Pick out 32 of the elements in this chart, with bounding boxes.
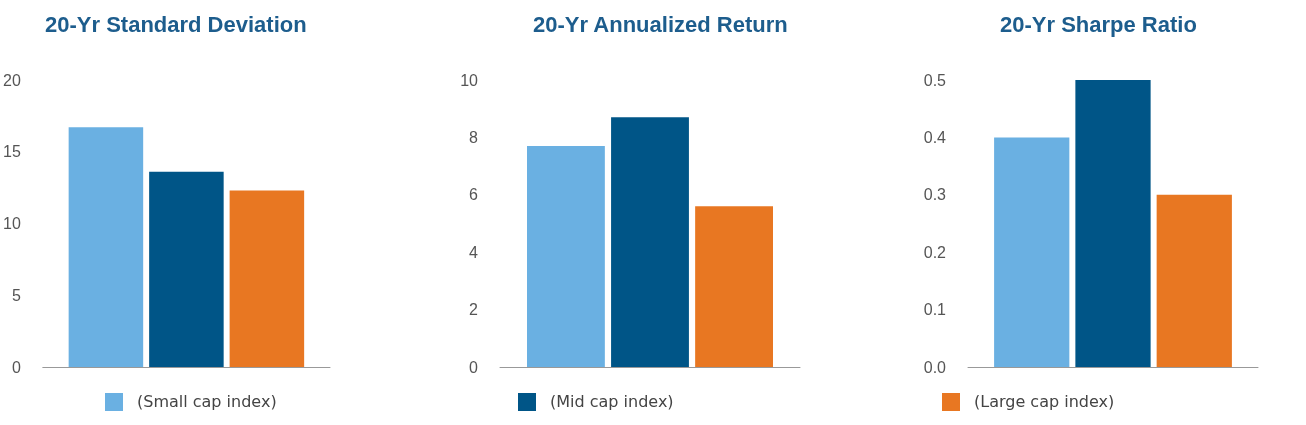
legend-label: (Small cap index) xyxy=(137,392,277,411)
bar xyxy=(994,137,1070,367)
bar xyxy=(611,117,689,367)
bar xyxy=(149,171,224,367)
y-tick-label: 2 xyxy=(469,301,479,319)
y-tick-label: 20 xyxy=(3,71,21,89)
y-tick-label: 0.0 xyxy=(923,358,947,376)
bar xyxy=(1075,80,1151,367)
chart-title: 20-Yr Standard Deviation xyxy=(45,11,307,37)
bar xyxy=(68,127,144,367)
bar xyxy=(229,190,305,367)
y-tick-label: 6 xyxy=(469,186,479,204)
bar xyxy=(695,206,773,367)
y-tick-label: 15 xyxy=(3,143,21,161)
y-tick-label: 5 xyxy=(11,286,21,304)
y-tick-label: 8 xyxy=(469,128,479,146)
chart-title: 20-Yr Annualized Return xyxy=(533,11,788,37)
y-tick-label: 0.2 xyxy=(923,243,947,261)
y-tick-label: 0.4 xyxy=(923,128,947,146)
y-tick-label: 0 xyxy=(469,358,479,376)
y-tick-label: 0.5 xyxy=(923,71,947,89)
y-tick-label: 10 xyxy=(460,71,479,89)
y-tick-label: 0.1 xyxy=(923,301,947,319)
bar xyxy=(1156,194,1232,367)
bar xyxy=(527,146,605,367)
y-tick-label: 0.3 xyxy=(923,186,947,204)
y-tick-label: 0 xyxy=(11,358,21,376)
legend-label: (Mid cap index) xyxy=(550,392,674,411)
chart-title: 20-Yr Sharpe Ratio xyxy=(1000,11,1197,37)
y-tick-label: 4 xyxy=(469,243,479,261)
legend-label: (Large cap index) xyxy=(974,392,1115,411)
y-tick-label: 10 xyxy=(3,215,21,232)
